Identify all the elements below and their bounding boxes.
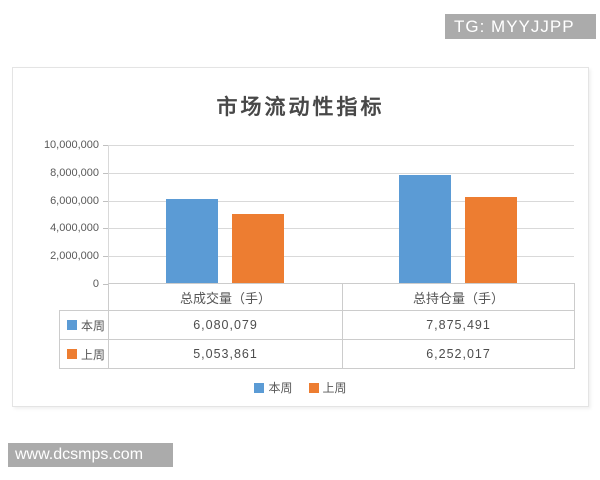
gridline — [108, 173, 574, 174]
table-value-cell: 5,053,861 — [108, 339, 343, 369]
legend-label: 本周 — [268, 381, 293, 395]
bar-series1-cat1 — [465, 197, 517, 284]
gridline — [108, 228, 574, 229]
gridline — [108, 145, 574, 146]
y-axis-tick-mark — [103, 284, 108, 285]
bar-series1-cat0 — [232, 214, 284, 284]
gridline — [108, 256, 574, 257]
site-watermark-text: www.dcsmps.com — [15, 446, 144, 463]
tg-watermark-badge: TG: MYYJJPP — [445, 14, 596, 39]
table-value-cell: 6,080,079 — [108, 310, 343, 340]
series-key-cell: 本周 — [59, 310, 109, 340]
legend-swatch-icon — [254, 382, 265, 393]
legend-item: 上周 — [308, 379, 347, 396]
site-watermark-badge: www.dcsmps.com — [8, 443, 173, 467]
bar-series0-cat0 — [166, 199, 218, 284]
y-axis-tick-label: 6,000,000 — [50, 195, 99, 207]
y-axis-tick-mark — [103, 173, 108, 174]
y-axis-tick-label: 8,000,000 — [50, 167, 99, 179]
table-value-cell: 6,252,017 — [342, 339, 575, 369]
series-name: 本周 — [81, 318, 106, 333]
y-axis-tick-mark — [103, 228, 108, 229]
legend-swatch-icon — [308, 382, 319, 393]
y-axis-tick-label: 2,000,000 — [50, 250, 99, 262]
series-key-swatch-icon — [67, 349, 77, 359]
y-axis-line — [108, 145, 109, 284]
tg-watermark-text: TG: MYYJJPP — [454, 16, 575, 36]
y-axis-tick-mark — [103, 256, 108, 257]
bar-series0-cat1 — [399, 175, 451, 284]
y-axis-tick-label: 4,000,000 — [50, 222, 99, 234]
chart-legend: 本周 上周 — [13, 379, 588, 396]
gridline — [108, 201, 574, 202]
series-name: 上周 — [81, 347, 106, 362]
y-axis-tick-mark — [103, 201, 108, 202]
series-key-cell: 上周 — [59, 339, 109, 369]
category-header-cell: 总成交量（手） — [108, 283, 343, 311]
table-value-cell: 7,875,491 — [342, 310, 575, 340]
y-axis-tick-label: 0 — [92, 278, 99, 290]
legend-label: 上周 — [322, 381, 347, 395]
y-axis-tick-label: 10,000,000 — [43, 139, 99, 151]
series-key-swatch-icon — [67, 320, 77, 330]
legend-item: 本周 — [254, 379, 293, 396]
y-axis-tick-mark — [103, 145, 108, 146]
category-header-cell: 总持仓量（手） — [342, 283, 575, 311]
chart-title: 市场流动性指标 — [216, 96, 385, 119]
chart-container: 市场流动性指标 10,000,000 8,000,000 6,000,000 4,00… — [12, 67, 589, 407]
